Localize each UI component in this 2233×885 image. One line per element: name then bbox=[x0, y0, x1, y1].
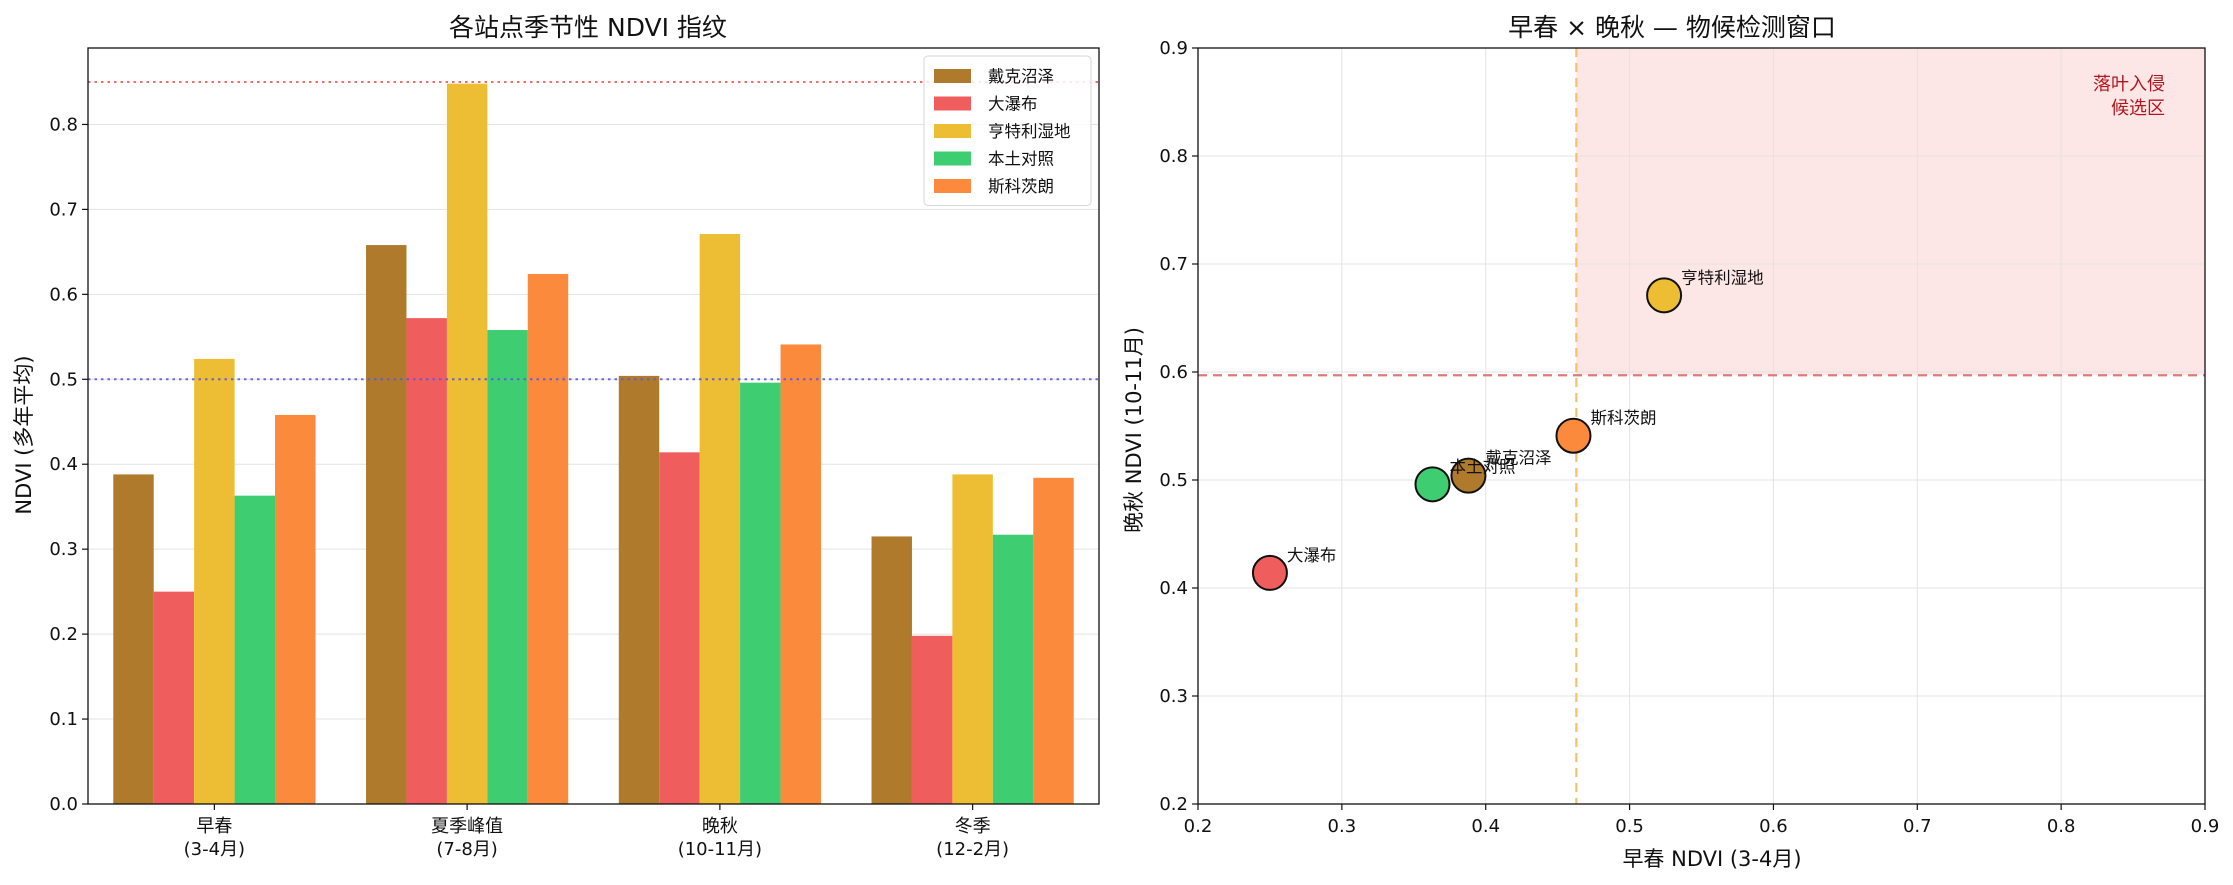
bar-chart-bar bbox=[406, 318, 447, 804]
scatter-chart-x-tick-label: 0.9 bbox=[2191, 816, 2220, 837]
bar-chart-legend-swatch bbox=[934, 151, 971, 166]
bar-chart-bar bbox=[911, 635, 953, 804]
bar-chart-y-ticks: 0.0 0.1 0.2 0.3 0.4 0.5 0.6 0.7 0.8 bbox=[49, 114, 88, 815]
bar-chart-y-tick-label: 0.3 bbox=[49, 539, 78, 560]
scatter-chart-point-label: 本土对照 bbox=[1449, 457, 1515, 476]
bar-chart-bar bbox=[113, 474, 154, 804]
scatter-chart-y-tick-label: 0.2 bbox=[1159, 794, 1188, 815]
scatter-chart-y-tick-label: 0.5 bbox=[1159, 470, 1188, 491]
scatter-chart-candidate-region: 落叶入侵候选区 bbox=[1576, 48, 2205, 376]
bar-chart-y-tick-label: 0.6 bbox=[49, 284, 78, 305]
bar-chart-x-tick-label: 早春(3-4月) bbox=[184, 816, 245, 860]
bar-chart-y-tick-label: 0.7 bbox=[49, 199, 78, 220]
bar-chart-legend-box bbox=[923, 55, 1092, 206]
bar-chart-bar bbox=[618, 375, 660, 804]
scatter-chart-point-label: 亨特利湿地 bbox=[1681, 268, 1764, 287]
bar-chart-legend-label: 斯科茨朗 bbox=[988, 177, 1054, 196]
bar-chart-y-tick-label: 0.8 bbox=[49, 114, 78, 135]
bar-chart-legend-label: 本土对照 bbox=[988, 150, 1054, 169]
bar-chart-legend-label: 戴克沼泽 bbox=[988, 67, 1054, 86]
scatter-chart-x-tick-label: 0.3 bbox=[1328, 816, 1357, 837]
bar-chart-legend-swatch bbox=[934, 69, 971, 83]
scatter-chart-point bbox=[1555, 417, 1592, 454]
bar-chart-bar bbox=[234, 495, 276, 804]
bar-chart-bar bbox=[952, 474, 993, 804]
scatter-chart-y-ticks: 0.2 0.3 0.4 0.5 0.6 0.7 0.8 0.9 bbox=[1159, 38, 1198, 815]
scatter-chart-y-tick-label: 0.4 bbox=[1159, 578, 1188, 599]
bar-chart-plot-frame bbox=[87, 47, 1100, 805]
bar-chart-bars bbox=[113, 83, 1074, 805]
bar-chart-legend-swatch bbox=[934, 179, 971, 193]
bar-chart-bar bbox=[699, 234, 741, 804]
bar-chart-y-tick-label: 0.5 bbox=[49, 369, 78, 390]
scatter-chart-y-tick-label: 0.6 bbox=[1159, 362, 1188, 383]
bar-chart-bar bbox=[487, 330, 528, 804]
scatter-chart-region-label: 落叶入侵候选区 bbox=[2093, 74, 2165, 119]
bar-chart-bar bbox=[740, 382, 781, 804]
bar-chart-legend-swatch bbox=[934, 96, 971, 111]
scatter-chart-x-tick-label: 0.5 bbox=[1615, 816, 1644, 837]
bar-chart-x-tick-label: 晚秋(10-11月) bbox=[678, 816, 762, 860]
bar-chart-x-tick-label: 夏季峰值(7-8月) bbox=[431, 816, 503, 860]
scatter-chart-y-tick-label: 0.8 bbox=[1159, 146, 1188, 167]
bar-chart-y-tick-label: 0.0 bbox=[49, 794, 78, 815]
scatter-chart-plot-frame bbox=[1197, 47, 2206, 805]
bar-chart-bar bbox=[194, 358, 235, 804]
scatter-chart-y-tick-label: 0.7 bbox=[1159, 254, 1188, 275]
scatter-chart-point-label: 大瀑布 bbox=[1287, 546, 1337, 565]
bar-chart-y-tick-label: 0.4 bbox=[49, 454, 78, 475]
bar-chart: 各站点季节性 NDVI 指纹 0.00.10.20.30.40.50.60.70… bbox=[12, 13, 1100, 860]
scatter-chart-point bbox=[1646, 277, 1683, 314]
bar-chart-bar bbox=[1033, 477, 1074, 804]
bar-chart-legend-swatch bbox=[934, 124, 971, 138]
scatter-chart-y-axis-label: 晚秋 NDVI (10-11月) bbox=[1122, 327, 1146, 533]
scatter-chart-x-tick-label: 0.7 bbox=[1903, 816, 1932, 837]
bar-chart-legend-label: 亨特利湿地 bbox=[988, 122, 1071, 141]
bar-chart-bar bbox=[446, 83, 488, 805]
scatter-chart-point bbox=[1251, 554, 1288, 591]
scatter-chart-point bbox=[1414, 466, 1451, 503]
bar-chart-bar bbox=[992, 534, 1034, 804]
bar-chart-legend-label: 大瀑布 bbox=[988, 95, 1038, 114]
bar-chart-y-tick-label: 0.1 bbox=[49, 709, 78, 730]
bar-chart-x-ticks: 早春(3-4月) 夏季峰值(7-8月) 晚秋(10-11月) 冬季(12-2月) bbox=[184, 804, 1009, 860]
bar-chart-bar bbox=[527, 273, 569, 804]
scatter-chart-point-label: 斯科茨朗 bbox=[1590, 409, 1656, 428]
scatter-chart-point-label: 戴克沼泽 bbox=[1485, 449, 1551, 468]
bar-chart-bar bbox=[780, 344, 821, 804]
bar-chart-bar bbox=[153, 591, 195, 804]
bar-chart-bar bbox=[366, 245, 407, 805]
scatter-chart-x-tick-label: 0.4 bbox=[1471, 816, 1500, 837]
bar-chart-y-axis-label: NDVI (多年平均) bbox=[12, 355, 36, 514]
bar-chart-bar bbox=[275, 414, 316, 804]
bar-chart-bar bbox=[659, 452, 700, 804]
scatter-chart-x-tick-label: 0.2 bbox=[1184, 816, 1213, 837]
scatter-chart-y-tick-label: 0.3 bbox=[1159, 686, 1188, 707]
bar-chart-bar bbox=[871, 536, 912, 804]
bar-chart-x-tick-label: 冬季(12-2月) bbox=[936, 816, 1009, 860]
scatter-chart-x-tick-label: 0.8 bbox=[2047, 816, 2076, 837]
bar-chart-title: 各站点季节性 NDVI 指纹 bbox=[449, 13, 727, 42]
scatter-chart-point bbox=[1450, 457, 1487, 494]
scatter-chart-title: 早春 × 晚秋 — 物候检测窗口 bbox=[1508, 13, 1836, 42]
scatter-chart-y-tick-label: 0.9 bbox=[1159, 38, 1188, 59]
bar-chart-y-tick-label: 0.2 bbox=[49, 624, 78, 645]
scatter-chart-x-axis-label: 早春 NDVI (3-4月) bbox=[1622, 847, 1801, 871]
scatter-chart-region-fill bbox=[1576, 48, 2205, 376]
scatter-chart-x-tick-label: 0.6 bbox=[1759, 816, 1788, 837]
scatter-chart-x-ticks: 0.2 0.3 0.4 0.5 0.6 0.7 0.8 0.9 bbox=[1184, 804, 2220, 837]
